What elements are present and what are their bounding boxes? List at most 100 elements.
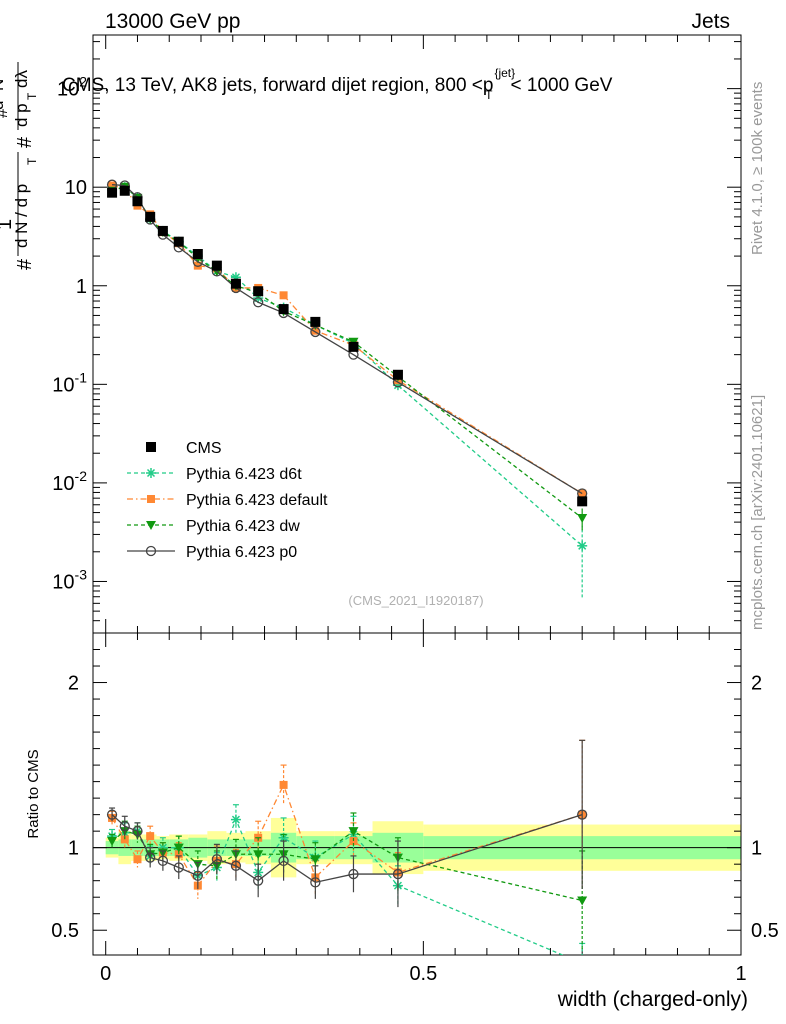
ratio-tick-label: 2 [68,673,79,695]
ratio-point-pythia-6-423-d6t [230,814,241,825]
svg-text:#: # [0,108,11,118]
data-point-cms [310,316,321,327]
ratio-point-pythia-6-423-p0 [278,855,289,867]
ratio-point-pythia-6-423-p0 [211,854,223,865]
ratio-point-pythia-6-423-p0 [157,855,169,867]
ratio-y-axis-label: Ratio to CMS [25,749,42,838]
ratio-point-pythia-6-423-default [349,837,358,846]
data-point-cms [119,185,130,196]
main-y-axis-label: # d N / d p T 1 # d p T dλ # d 2 N [0,62,39,270]
data-point-cms [278,304,289,315]
data-point-pythia-6-423-default [279,291,288,300]
mcplots-source-label: mcplots.cern.ch [arXiv:2401.10621] [749,395,766,630]
ratio-point-pythia-6-423-p0 [230,860,242,871]
data-point-cms [132,196,143,207]
x-tick-label: 0.5 [409,963,437,985]
legend-label-pythia-6-423-default: Pythia 6.423 default [186,492,328,509]
ratio-tick-label: 1 [68,838,79,860]
data-point-pythia-6-423-default [108,181,117,190]
ratio-panel-series [106,739,588,955]
series-line-pythia-6-423-dw [111,186,583,519]
legend: CMS Pythia 6.423 d6t Pythia 6.423 default P… [127,440,328,561]
svg-text:T: T [25,157,39,165]
ratio-point-pythia-6-423-dw [310,855,321,865]
ratio-point-pythia-6-423-dw [577,896,588,906]
x-tick-label: 0 [100,963,111,985]
x-tick-label: 1 [735,963,746,985]
svg-text:N: N [0,79,7,91]
ratio-point-pythia-6-423-dw [107,837,118,847]
y-tick-label: 10 [65,177,87,199]
star-stroke [146,468,156,478]
data-point-cms [230,278,241,289]
star-stroke [231,815,240,824]
legend-marker-cms [146,442,156,452]
y-tick-label: 1 [76,276,87,298]
y-tick-label: 10-3 [52,566,87,593]
legend-label-pythia-6-423-p0: Pythia 6.423 p0 [186,544,297,561]
svg-text:dλ: dλ [12,70,31,88]
svg-text:1: 1 [0,219,16,230]
ratio-tick-label-right: 0.5 [751,920,779,942]
ratio-tick-label: 0.5 [51,920,79,942]
ratio-point-pythia-6-423-p0 [119,821,130,832]
svg-text:d: d [0,101,7,110]
main-panel-series [106,179,588,598]
ratio-point-pythia-6-423-dw [173,843,184,853]
header-energy-label: 13000 GeV pp [105,10,240,33]
svg-text:d N / d p: d N / d p [12,184,31,248]
svg-text:#: # [14,136,36,148]
data-point-cms [253,286,264,297]
legend-marker-pythia-6-423-default [147,495,155,503]
ratio-tick-label-right: 1 [751,838,762,860]
ratio-point-pythia-6-423-p0 [132,826,143,837]
y-tick-label: 10-1 [52,369,87,396]
x-axis-label: width (charged-only) [557,988,748,1011]
ratio-point-pythia-6-423-p0 [310,877,321,888]
ratio-point-pythia-6-423-p0 [392,868,404,880]
legend-label-pythia-6-423-d6t: Pythia 6.423 d6t [186,466,302,483]
ratio-point-pythia-6-423-default [146,832,155,841]
ratio-point-pythia-6-423-p0 [106,809,118,820]
data-point-cms [107,187,118,198]
ratio-point-pythia-6-423-p0 [145,852,156,863]
header-jets-label: Jets [691,10,730,33]
data-point-cms [145,211,156,222]
data-point-pythia-6-423-p0 [253,297,264,308]
data-point-cms [392,369,403,380]
svg-text:#: # [14,258,36,270]
legend-label-cms: CMS [186,440,222,457]
ratio-point-pythia-6-423-p0 [253,875,264,886]
data-point-cms [173,236,184,247]
ratio-point-pythia-6-423-default [120,835,129,844]
ratio-tick-label-right: 2 [751,673,762,695]
data-point-cms [577,496,588,507]
analysis-watermark: (CMS_2021_I1920187) [348,593,483,608]
rivet-version-label: Rivet 4.1.0, ≥ 100k events [749,82,766,255]
legend-marker-pythia-6-423-d6t [146,468,156,478]
data-point-cms [192,249,203,260]
data-point-cms [211,260,222,271]
ratio-point-pythia-6-423-dw [253,850,264,860]
ratio-point-pythia-6-423-default [174,850,183,859]
y-tick-label: 102 [57,74,87,101]
legend-marker-pythia-6-423-p0 [145,545,157,557]
star-stroke [279,833,288,842]
data-point-pythia-6-423-p0 [310,326,321,338]
data-point-cms [348,341,359,352]
data-point-cms [157,225,168,236]
ratio-point-pythia-6-423-dw [348,827,359,837]
data-point-pythia-6-423-default [311,326,320,335]
ratio-panel-frame [92,632,742,956]
y-tick-label: 10-2 [52,468,87,495]
ratio-point-pythia-6-423-p0 [192,870,203,881]
legend-label-pythia-6-423-dw: Pythia 6.423 dw [186,518,300,535]
ratio-point-pythia-6-423-p0 [348,868,359,880]
ratio-point-pythia-6-423-p0 [173,862,184,873]
ratio-point-pythia-6-423-p0 [577,809,588,820]
legend-marker-pythia-6-423-dw [146,521,156,530]
ratio-point-pythia-6-423-default [279,780,288,789]
data-point-pythia-6-423-default [193,261,202,270]
